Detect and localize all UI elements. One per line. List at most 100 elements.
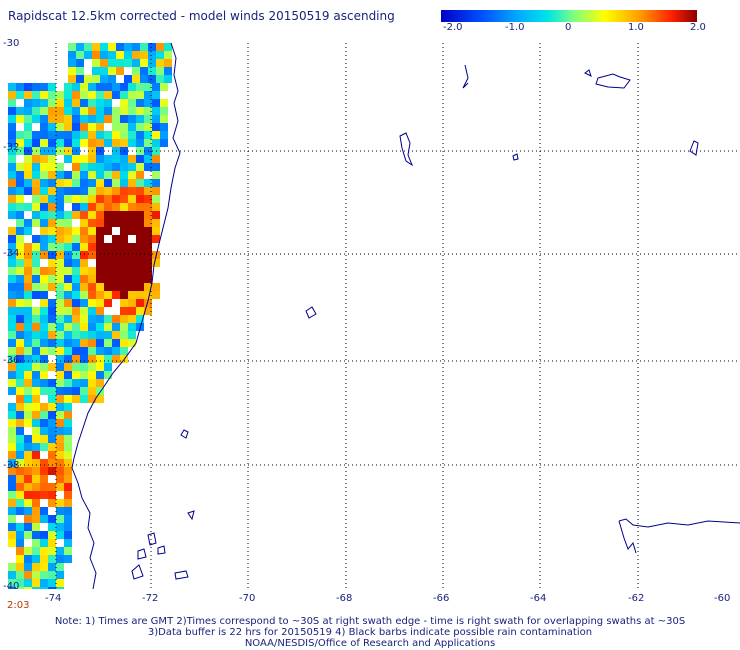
- swath-cell: [8, 499, 16, 507]
- swath-cell: [48, 91, 56, 99]
- swath-cell: [128, 315, 136, 323]
- swath-cell: [56, 451, 64, 459]
- swath-cell: [32, 403, 40, 411]
- swath-cell: [88, 203, 96, 211]
- swath-cell: [40, 267, 48, 275]
- swath-cell: [16, 403, 24, 411]
- footnotes: Note: 1) Times are GMT 2)Times correspon…: [0, 616, 740, 649]
- swath-cell: [152, 83, 160, 91]
- swath-cell: [32, 363, 40, 371]
- swath-cell: [56, 355, 64, 363]
- swath-cell: [56, 483, 64, 491]
- lat-label: -36: [3, 355, 20, 366]
- swath-cell: [56, 419, 64, 427]
- swath-cell: [56, 187, 64, 195]
- swath-cell: [84, 75, 92, 83]
- swath-cell: [32, 307, 40, 315]
- swath-cell: [120, 171, 128, 179]
- swath-cell: [112, 195, 120, 203]
- swath-cell: [128, 83, 136, 91]
- swath-cell: [152, 155, 160, 163]
- swath-cell: [136, 139, 144, 147]
- swath-cell: [32, 483, 40, 491]
- swath-cell: [8, 139, 16, 147]
- swath-cell: [88, 363, 96, 371]
- swath-cell: [72, 363, 80, 371]
- swath-cell: [24, 507, 32, 515]
- swath-cell: [68, 67, 76, 75]
- swath-cell: [48, 123, 56, 131]
- swath-cell: [148, 51, 156, 59]
- swath-cell: [68, 75, 76, 83]
- swath-cell: [104, 99, 112, 107]
- swath-cell: [88, 371, 96, 379]
- swath-cell: [40, 531, 48, 539]
- swath-cell: [136, 155, 144, 163]
- swath-cell: [32, 83, 40, 91]
- swath-cell: [104, 115, 112, 123]
- swath-cell: [64, 251, 72, 259]
- swath-cell: [56, 371, 64, 379]
- swath-cell: [56, 315, 64, 323]
- colorbar-tick: -2.0: [443, 22, 463, 33]
- swath-cell: [16, 499, 24, 507]
- swath-cell: [24, 459, 32, 467]
- swath-cell: [64, 107, 72, 115]
- swath-cell: [32, 155, 40, 163]
- swath-cell: [140, 67, 148, 75]
- swath-cell: [152, 219, 160, 227]
- swath-cell: [56, 443, 64, 451]
- swath-cell: [56, 435, 64, 443]
- swath-cell: [88, 243, 96, 251]
- swath-cell: [16, 323, 24, 331]
- swath-cell: [8, 427, 16, 435]
- swath-cell: [64, 523, 72, 531]
- swath-cell: [112, 179, 120, 187]
- swath-cell: [112, 107, 120, 115]
- swath-cell: [40, 155, 48, 163]
- swath-cell: [132, 75, 140, 83]
- swath-cell: [40, 115, 48, 123]
- swath-cell: [32, 411, 40, 419]
- swath-cell: [104, 131, 112, 139]
- swath-cell: [16, 563, 24, 571]
- swath-cell: [24, 451, 32, 459]
- swath-cell: [88, 115, 96, 123]
- swath-cell: [148, 43, 156, 51]
- swath-cell: [144, 107, 152, 115]
- swath-cell: [112, 139, 120, 147]
- swath-cell: [8, 91, 16, 99]
- swath-cell: [64, 187, 72, 195]
- swath-cell: [80, 355, 88, 363]
- swath-cell: [104, 107, 112, 115]
- swath-cell: [76, 67, 84, 75]
- colorbar-tick: 1.0: [628, 22, 644, 33]
- swath-cell: [88, 395, 96, 403]
- swath-cell: [32, 323, 40, 331]
- swath-cell: [32, 315, 40, 323]
- swath-cell: [140, 59, 148, 67]
- swath-cell: [112, 347, 120, 355]
- swath-cell: [32, 139, 40, 147]
- swath-cell: [24, 99, 32, 107]
- swath-cell: [56, 467, 64, 475]
- swath-cell: [104, 251, 112, 259]
- swath-cell: [88, 139, 96, 147]
- swath-cell: [24, 275, 32, 283]
- swath-cell: [32, 331, 40, 339]
- swath-cell: [64, 283, 72, 291]
- swath-cell: [32, 107, 40, 115]
- swath-cell: [72, 275, 80, 283]
- swath-cell: [8, 379, 16, 387]
- swath-cell: [80, 195, 88, 203]
- swath-cell: [108, 75, 116, 83]
- swath-cell: [24, 323, 32, 331]
- swath-cell: [128, 339, 136, 347]
- swath-cell: [112, 339, 120, 347]
- swath-cell: [120, 123, 128, 131]
- swath-cell: [72, 155, 80, 163]
- swath-cell: [144, 299, 152, 307]
- swath-cell: [80, 227, 88, 235]
- swath-cell: [72, 227, 80, 235]
- swath-cell: [148, 75, 156, 83]
